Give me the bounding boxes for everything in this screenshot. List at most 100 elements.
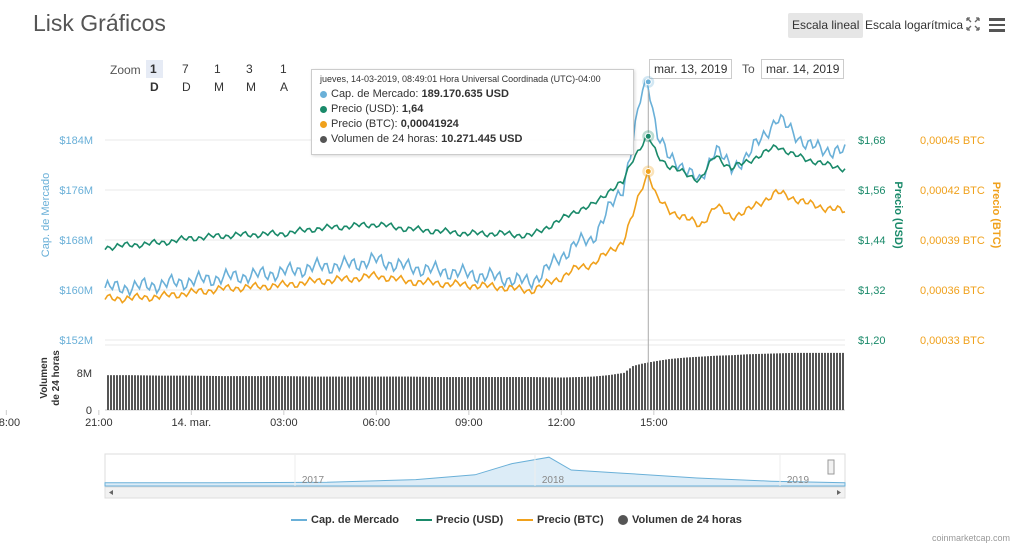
volume-axis-title: Volumen (39, 357, 50, 398)
volume-bar (557, 377, 559, 410)
volume-bar (275, 376, 277, 410)
zoom-7d-button[interactable]: 7 D (182, 62, 191, 94)
menu-icon[interactable] (989, 18, 1005, 32)
left-tick-label: $184M (59, 135, 93, 147)
volume-bar (566, 377, 568, 410)
volume-bar (542, 377, 544, 410)
volume-bar (452, 377, 454, 410)
legend-price-usd[interactable]: Precio (USD) (416, 510, 503, 530)
volume-bar (320, 376, 322, 410)
usd-tick-label: $1,32 (858, 285, 886, 297)
volume-bar (212, 375, 214, 410)
volume-bar (773, 353, 775, 410)
volume-bar (224, 376, 226, 410)
volume-bar (494, 377, 496, 410)
expand-icon[interactable] (966, 17, 980, 31)
volume-bar (716, 355, 718, 410)
volume-bar (473, 377, 475, 410)
volume-bar (491, 377, 493, 410)
credit-link[interactable]: coinmarketcap.com (931, 533, 1010, 543)
volume-bar (263, 376, 265, 410)
volume-tick-label: 0 (86, 405, 92, 417)
tooltip-dot (320, 105, 327, 113)
legend-label: Volumen de 24 horas (632, 514, 742, 526)
volume-bar (680, 357, 682, 410)
volume-bar (629, 368, 631, 410)
volume-bar (443, 377, 445, 410)
volume-bar (107, 375, 109, 410)
volume-bar (776, 353, 778, 410)
left-tick-label: $168M (59, 235, 93, 247)
zoom-1m-button[interactable]: 1 M (214, 62, 224, 94)
volume-bar (215, 375, 217, 410)
crosshair (642, 75, 655, 410)
navigator-tick-label: 2019 (787, 475, 810, 486)
volume-bar (476, 377, 478, 410)
volume-bar (674, 358, 676, 410)
zoom-1a-button[interactable]: 1 A (280, 62, 289, 94)
volume-bar (134, 375, 136, 410)
left-tick-label: $152M (59, 335, 93, 347)
volume-bar (413, 376, 415, 410)
legend-price-btc[interactable]: Precio (BTC) (517, 510, 604, 530)
hover-point (644, 132, 652, 140)
volume-bar (140, 375, 142, 410)
tooltip-header: jueves, 14-03-2019, 08:49:01 Hora Univer… (320, 74, 601, 84)
volume-bar (326, 376, 328, 410)
volume-bar (185, 375, 187, 410)
from-date-input[interactable]: mar. 13, 2019 (649, 59, 733, 79)
tooltip-value: 10.271.445 USD (441, 133, 523, 145)
volume-bar (548, 377, 550, 410)
zoom-1d-button[interactable]: 1 D (146, 60, 163, 94)
navigator: 2017 2018 2019 (104, 453, 846, 499)
volume-bar (281, 376, 283, 410)
volume-bar (395, 376, 397, 410)
volume-bar (449, 377, 451, 410)
usd-tick-label: $1,68 (858, 135, 886, 147)
x-tick-label: 14. mar. (171, 417, 211, 429)
volume-bar (509, 377, 511, 410)
volume-bar (785, 353, 787, 410)
volume-bar (428, 376, 430, 410)
to-date-input[interactable]: mar. 14, 2019 (761, 59, 845, 79)
volume-bar (482, 377, 484, 410)
volume-bar (527, 377, 529, 410)
x-tick-label: 03:00 (270, 417, 298, 429)
volume-bar (221, 376, 223, 410)
legend-market-cap[interactable]: Cap. de Mercado (291, 510, 399, 530)
volume-bar (407, 376, 409, 410)
zoom-3m-button[interactable]: 3 M (246, 62, 256, 94)
volume-bar (440, 377, 442, 410)
scale-log-button[interactable]: Escala logarítmica (865, 18, 964, 32)
volume-bar (416, 376, 418, 410)
btc-tick-label: 0,00033 BTC (920, 335, 985, 347)
volume-bar (425, 376, 427, 410)
volume-bar (518, 377, 520, 410)
legend-volume[interactable]: Volumen de 24 horas (618, 510, 742, 530)
legend-swatch (517, 519, 533, 522)
volume-bar (770, 353, 772, 410)
volume-bar (296, 376, 298, 410)
price-chart[interactable]: $152M $1,20 0,00033 BTC $160M $1,32 0,00036 B… (0, 0, 1024, 510)
volume-bar (380, 376, 382, 410)
volume-bar (251, 376, 253, 410)
volume-bar (755, 354, 757, 410)
volume-bar (545, 377, 547, 410)
volume-bar (131, 375, 133, 410)
volume-bar (635, 365, 637, 410)
volume-bar (368, 376, 370, 410)
series-line (104, 79, 846, 298)
volume-bar (638, 364, 640, 410)
volume-bar (182, 375, 184, 410)
legend-swatch (618, 515, 628, 526)
volume-bar (353, 376, 355, 410)
x-tick-label: 15:00 (640, 417, 668, 429)
volume-bar (479, 377, 481, 410)
scale-linear-button[interactable]: Escala lineal (788, 13, 864, 38)
volume-bar (677, 358, 679, 410)
volume-bar (170, 375, 172, 410)
tooltip-row-price-btc: Precio (BTC): 0,00041924 (320, 117, 625, 132)
volume-bar (197, 375, 199, 410)
tooltip-row-price-usd: Precio (USD): 1,64 (320, 102, 625, 117)
volume-bar (467, 377, 469, 410)
